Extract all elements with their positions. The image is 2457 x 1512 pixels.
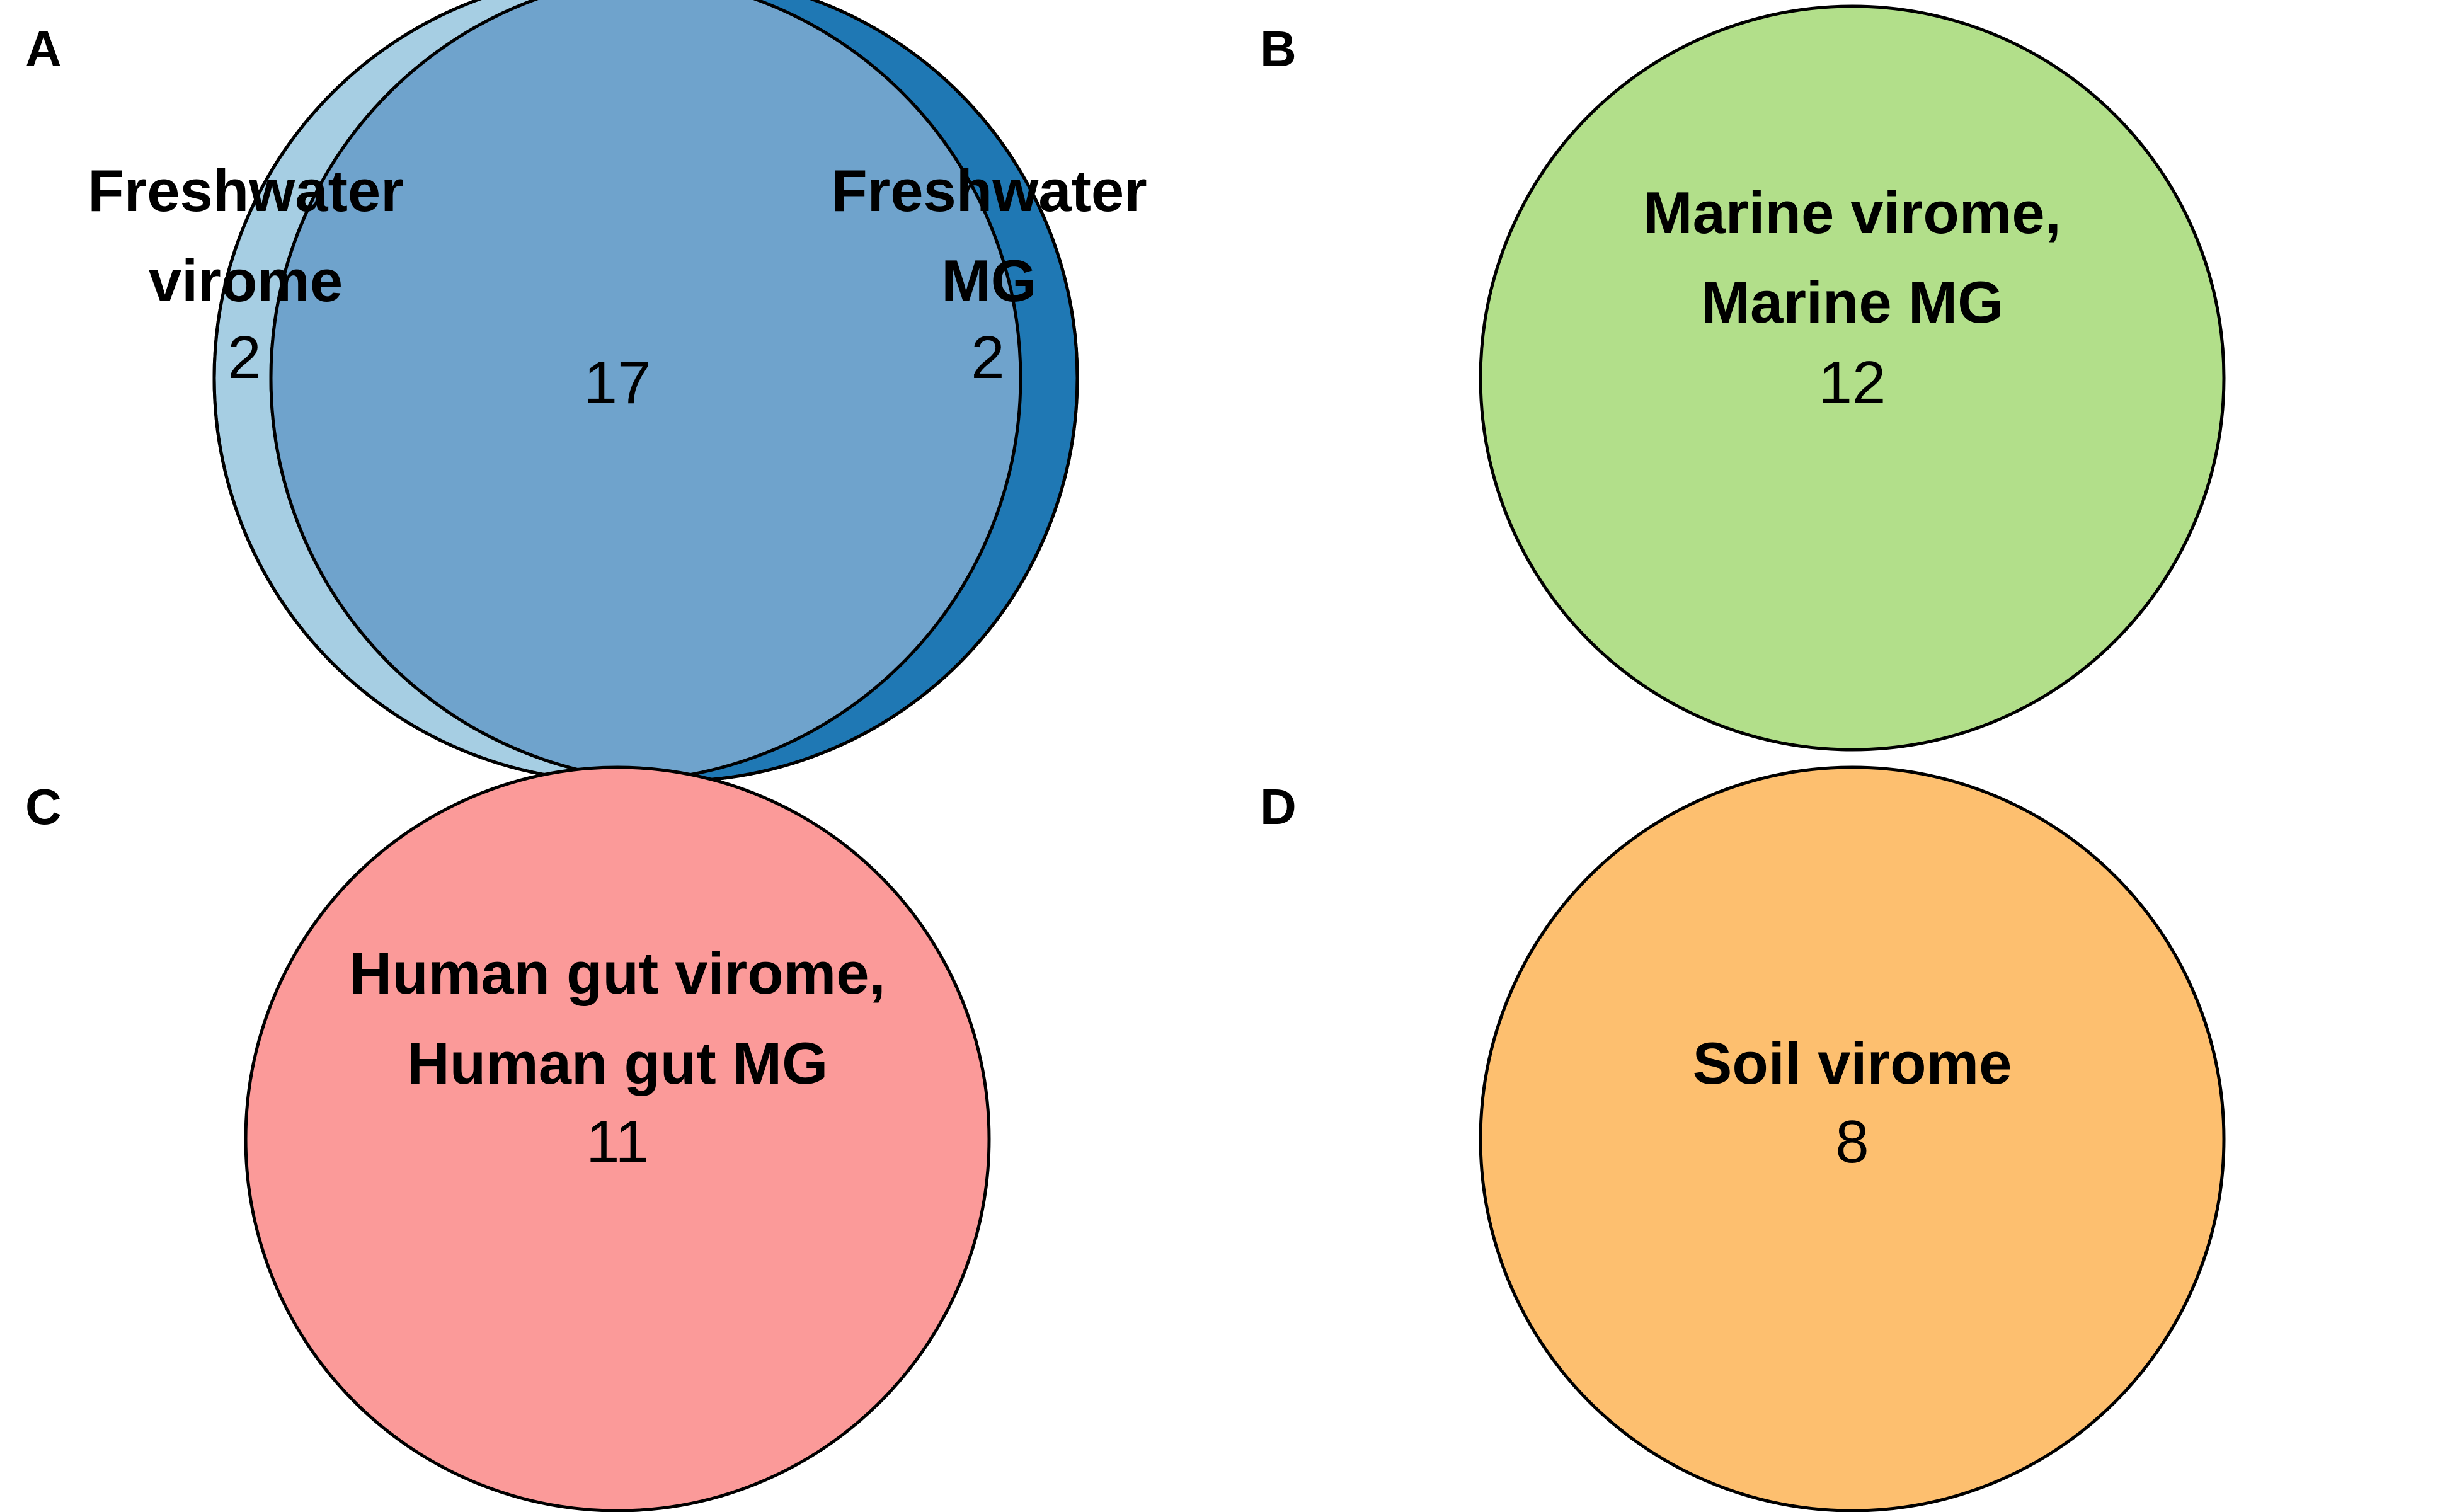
- panel-letter-b: B: [1260, 21, 1297, 77]
- set-label-human-gut-line1: Human gut virome,: [349, 940, 885, 1006]
- panel-letter-a: A: [25, 21, 62, 77]
- count-marine: 12: [1819, 349, 1886, 416]
- set-label-freshwater-virome-line1: Freshwater: [88, 158, 404, 224]
- panel-letter-d: D: [1260, 779, 1297, 835]
- venn-circle-human-gut: [244, 765, 991, 1512]
- set-label-freshwater-virome-line2: virome: [149, 248, 343, 314]
- count-human-gut: 11: [586, 1108, 649, 1176]
- venn-intersection-region: [271, 0, 1021, 781]
- panel-c: C Human gut virome, Human gut MG 11: [25, 765, 991, 1512]
- panel-d: D Soil virome 8: [1260, 765, 2226, 1512]
- set-label-marine-line1: Marine virome,: [1643, 180, 2061, 246]
- count-freshwater-virome-only: 2: [227, 324, 261, 391]
- count-freshwater-mg-only: 2: [971, 324, 1004, 391]
- count-intersection: 17: [584, 349, 651, 416]
- panel-b: B Marine virome, Marine MG 12: [1260, 4, 2226, 752]
- set-label-human-gut-line2: Human gut MG: [407, 1030, 828, 1096]
- panel-letter-c: C: [25, 779, 62, 835]
- count-soil: 8: [1835, 1108, 1869, 1176]
- set-label-soil: Soil virome: [1693, 1030, 2012, 1096]
- venn-circle-marine: [1479, 4, 2226, 752]
- set-label-freshwater-mg-line1: Freshwater: [831, 158, 1147, 224]
- set-label-freshwater-mg-line2: MG: [941, 248, 1036, 314]
- set-label-marine-line2: Marine MG: [1701, 269, 2004, 335]
- panel-a: A Freshwater virome 2 17 Freshwater MG 2: [25, 0, 1147, 783]
- venn-circle-soil: [1479, 765, 2226, 1512]
